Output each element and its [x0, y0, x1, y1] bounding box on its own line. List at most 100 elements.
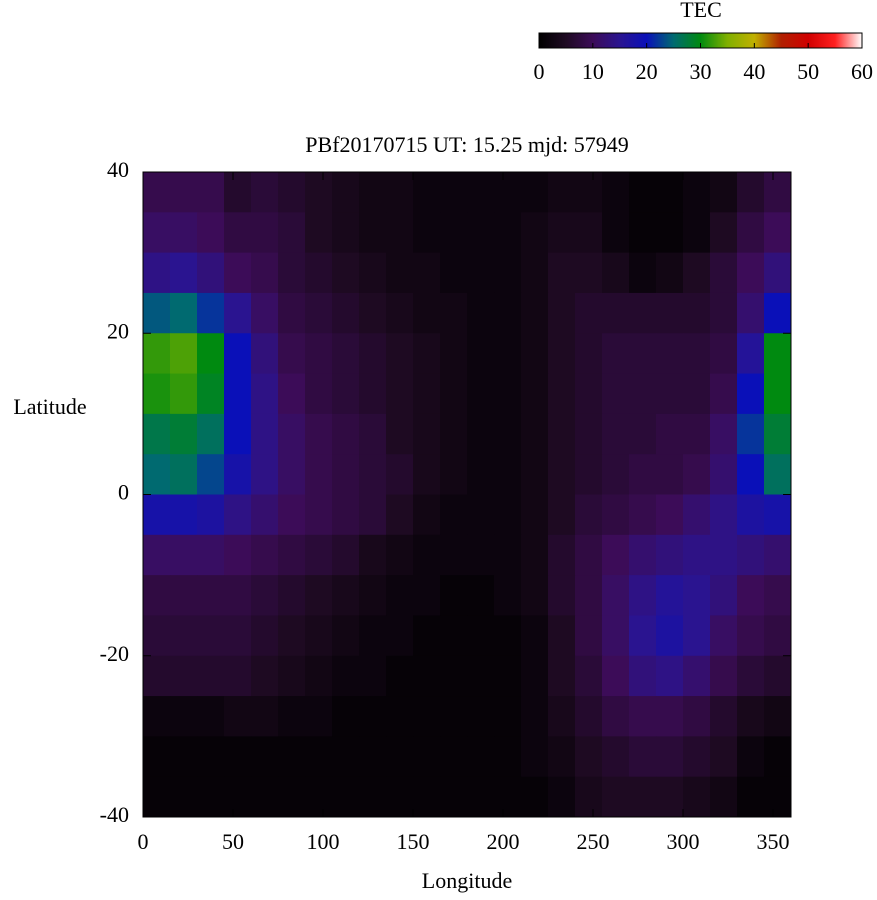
heat-cell	[197, 655, 225, 697]
heat-cell	[143, 776, 171, 818]
heat-cell	[575, 413, 603, 455]
heat-cell	[710, 776, 738, 818]
heat-cell	[521, 696, 549, 737]
heat-cell	[548, 575, 576, 616]
heat-cell	[305, 252, 333, 294]
heat-cell	[413, 494, 441, 536]
heat-cell	[494, 776, 522, 818]
heat-cell	[494, 172, 522, 213]
heat-cell	[359, 333, 387, 375]
heat-cell	[305, 575, 333, 616]
heat-cell	[737, 454, 765, 495]
heat-cell	[737, 534, 765, 576]
heat-cell	[278, 252, 306, 294]
heat-cell	[413, 776, 441, 818]
heat-cell	[467, 696, 495, 737]
y-tick-label: -20	[100, 641, 129, 666]
heat-cell	[656, 776, 684, 818]
heat-cell	[278, 736, 306, 778]
heat-cell	[332, 615, 360, 657]
heat-cell	[440, 454, 468, 495]
heat-cell	[440, 413, 468, 455]
heat-cell	[251, 292, 279, 334]
heat-cell	[359, 736, 387, 778]
heat-cell	[305, 655, 333, 697]
heat-cell	[251, 413, 279, 455]
heat-cell	[494, 292, 522, 334]
heat-cell	[224, 212, 252, 254]
heat-cell	[197, 696, 225, 737]
heat-cell	[143, 696, 171, 737]
heat-cell	[251, 575, 279, 616]
x-tick-label: 350	[757, 829, 790, 854]
heat-cell	[332, 292, 360, 334]
heat-cell	[656, 575, 684, 616]
heat-cell	[467, 655, 495, 697]
heat-cell	[575, 212, 603, 254]
heat-cell	[548, 373, 576, 415]
heat-cell	[332, 454, 360, 495]
heat-cell	[602, 292, 630, 334]
heat-cell	[548, 615, 576, 657]
heat-cell	[575, 696, 603, 737]
heat-cell	[629, 655, 657, 697]
heat-cell	[386, 413, 414, 455]
heat-cell	[170, 333, 198, 375]
heat-cell	[413, 373, 441, 415]
heat-cell	[143, 292, 171, 334]
heat-cell	[494, 413, 522, 455]
heat-cell	[521, 454, 549, 495]
x-tick-label: 150	[397, 829, 430, 854]
heat-cell	[521, 212, 549, 254]
heat-cell	[170, 172, 198, 213]
heat-cell	[494, 696, 522, 737]
heat-cell	[440, 575, 468, 616]
heat-cell	[575, 172, 603, 213]
heat-cell	[656, 454, 684, 495]
heat-cell	[521, 494, 549, 536]
colorbar-tick-label: 50	[797, 59, 819, 84]
heat-cell	[278, 212, 306, 254]
heat-cell	[494, 575, 522, 616]
heat-cell	[737, 655, 765, 697]
heat-cell	[467, 534, 495, 576]
heat-cell	[305, 494, 333, 536]
heat-cell	[683, 373, 711, 415]
heat-cell	[629, 615, 657, 657]
heat-cell	[197, 454, 225, 495]
heat-cell	[629, 696, 657, 737]
heat-cell	[494, 454, 522, 495]
colorbar-tick-label: 30	[690, 59, 712, 84]
heat-cell	[602, 252, 630, 294]
heat-cell	[413, 655, 441, 697]
heat-cell	[332, 534, 360, 576]
heat-cell	[251, 534, 279, 576]
heat-cell	[197, 776, 225, 818]
colorbar-tick-label: 10	[582, 59, 604, 84]
heat-cell	[170, 292, 198, 334]
heat-cell	[278, 655, 306, 697]
heat-cell	[224, 413, 252, 455]
heat-cell	[710, 333, 738, 375]
heat-cell	[197, 373, 225, 415]
heat-cell	[737, 172, 765, 213]
heat-cell	[359, 172, 387, 213]
heat-cell	[737, 333, 765, 375]
heat-cell	[359, 696, 387, 737]
heat-cell	[737, 212, 765, 254]
heat-cell	[683, 494, 711, 536]
heat-cell	[764, 575, 792, 616]
heat-cell	[440, 252, 468, 294]
heat-cell	[494, 736, 522, 778]
heat-cell	[170, 655, 198, 697]
heat-cell	[575, 373, 603, 415]
heat-cell	[197, 575, 225, 616]
heat-cell	[737, 252, 765, 294]
heat-cell	[602, 333, 630, 375]
heat-cell	[467, 736, 495, 778]
heat-cell	[575, 454, 603, 495]
heat-cell	[251, 696, 279, 737]
heat-cell	[494, 534, 522, 576]
heat-cell	[305, 172, 333, 213]
